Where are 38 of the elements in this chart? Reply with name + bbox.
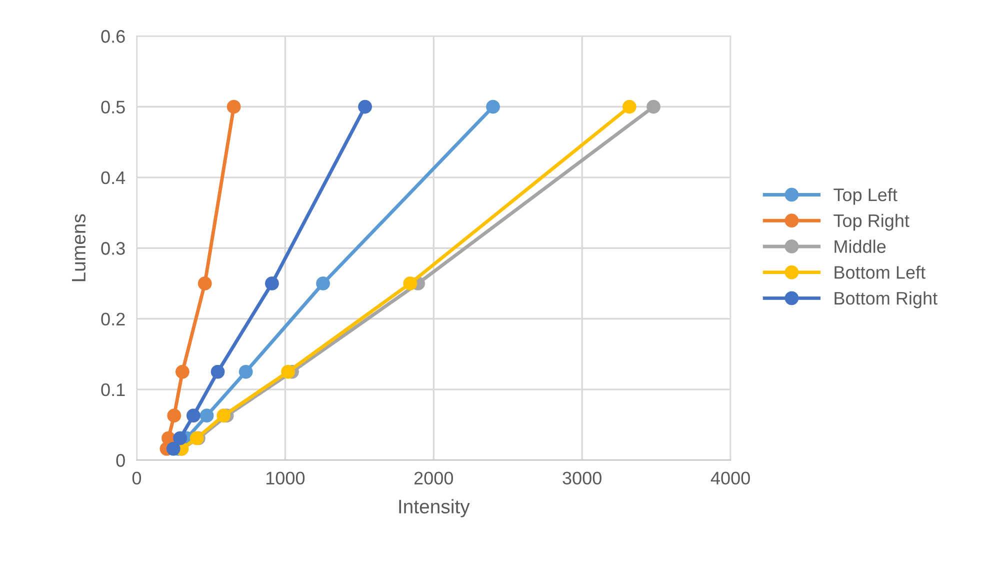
legend-label: Middle <box>834 240 886 253</box>
x-tick-label: 1000 <box>266 472 305 484</box>
point <box>226 100 241 114</box>
x-tick-label: 3000 <box>562 472 602 484</box>
y-tick-label: 0.2 <box>101 312 125 326</box>
y-tick-label: 0.4 <box>101 171 126 184</box>
x-tick-label: 4000 <box>710 472 750 484</box>
point <box>210 364 225 379</box>
point <box>167 408 182 423</box>
point <box>186 408 200 423</box>
point <box>403 276 418 290</box>
legend-label: Bottom Right <box>834 291 938 308</box>
point <box>358 100 372 114</box>
x-tick-label: 2000 <box>414 472 454 484</box>
point <box>166 442 180 456</box>
legend-label: Top Left <box>834 188 898 205</box>
point <box>622 100 636 114</box>
legend-label: Bottom Left <box>834 266 926 279</box>
point <box>238 364 253 379</box>
point <box>216 408 231 423</box>
point <box>198 276 212 290</box>
point <box>646 100 660 114</box>
point <box>265 276 279 290</box>
point <box>316 276 330 290</box>
x-axis-title: Intensity <box>399 499 470 518</box>
point <box>281 364 295 379</box>
y-tick-label: 0.3 <box>101 242 125 255</box>
y-axis-title: Lumens <box>72 214 86 282</box>
point <box>486 100 500 114</box>
legend-label: Top Right <box>834 214 910 231</box>
y-tick-label: 0.5 <box>101 100 125 114</box>
point <box>176 364 190 379</box>
y-tick-label: 0 <box>116 454 125 467</box>
point <box>173 431 188 446</box>
point <box>200 408 214 423</box>
y-tick-label: 0.6 <box>101 30 125 43</box>
y-tick-label: 0.1 <box>101 383 125 396</box>
x-tick-label: 0 <box>132 472 142 484</box>
